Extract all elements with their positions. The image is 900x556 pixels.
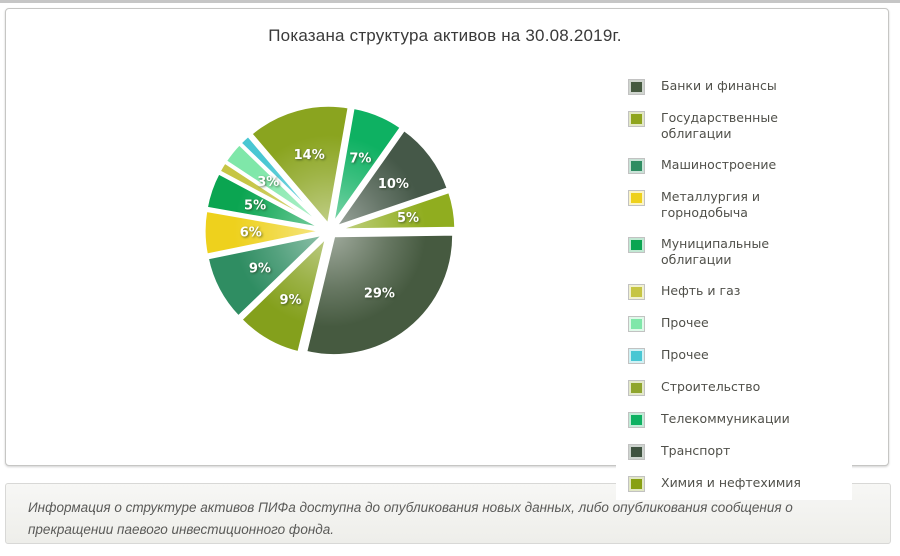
legend-item[interactable]: Строительство	[628, 379, 852, 396]
legend-item-label: Машиностроение	[661, 157, 777, 172]
chart-legend: Банки и финансы Государственные облигации…	[616, 66, 852, 500]
legend-item[interactable]: Нефть и газ	[628, 283, 852, 300]
legend-color-swatch-icon	[628, 412, 645, 428]
legend-item-label: Муниципальные облигации	[661, 236, 770, 267]
legend-item[interactable]: Прочее	[628, 315, 852, 332]
legend-color-swatch-icon	[628, 444, 645, 460]
top-divider	[0, 0, 900, 3]
pie-slice-label: 9%	[249, 261, 271, 276]
legend-color-swatch-icon	[628, 237, 645, 253]
legend-item-label: Прочее	[661, 315, 709, 330]
legend-item[interactable]: Прочее	[628, 347, 852, 364]
legend-item[interactable]: Телекоммуникации	[628, 411, 852, 428]
chart-title: Показана структура активов на 30.08.2019…	[268, 26, 622, 45]
legend-item-label: Химия и нефтехимия	[661, 475, 801, 490]
legend-color-swatch-icon	[628, 79, 645, 95]
legend-item[interactable]: Транспорт	[628, 443, 852, 460]
legend-item-label: Банки и финансы	[661, 78, 777, 93]
pie-slice-label: 10%	[378, 177, 409, 192]
disclaimer-bar: Информация о структуре активов ПИФа дост…	[5, 483, 891, 544]
pie-slice-label: 7%	[349, 151, 371, 166]
legend-item[interactable]: Государственные облигации	[628, 110, 852, 142]
legend-item[interactable]: Банки и финансы	[628, 78, 852, 95]
legend-color-swatch-icon	[628, 476, 645, 492]
legend-item-label: Нефть и газ	[661, 283, 741, 298]
legend-item-label: Государственные облигации	[661, 110, 778, 141]
legend-item[interactable]: Муниципальные облигации	[628, 236, 852, 268]
pie-slice-label: 6%	[240, 226, 262, 241]
pie-chart[interactable]: 7% 10% 5% 29% 9% 9% 6% 5% 3% 14%	[158, 59, 502, 403]
pie-slice-label: 5%	[397, 211, 419, 226]
legend-item-label: Металлургия и горнодобыча	[661, 189, 761, 220]
pie-slice-label: 5%	[244, 199, 266, 214]
legend-color-swatch-icon	[628, 111, 645, 127]
pie-slice-label: 3%	[257, 175, 279, 190]
disclaimer-text: Информация о структуре активов ПИФа дост…	[28, 500, 793, 537]
legend-color-swatch-icon	[628, 158, 645, 174]
legend-color-swatch-icon	[628, 316, 645, 332]
legend-item[interactable]: Машиностроение	[628, 157, 852, 174]
legend-item-label: Прочее	[661, 347, 709, 362]
legend-color-swatch-icon	[628, 284, 645, 300]
legend-item-label: Строительство	[661, 379, 761, 394]
legend-item-label: Транспорт	[661, 443, 731, 458]
legend-color-swatch-icon	[628, 348, 645, 364]
legend-item[interactable]: Химия и нефтехимия	[628, 475, 852, 492]
pie-slice-label: 9%	[280, 293, 302, 308]
legend-color-swatch-icon	[628, 190, 645, 206]
legend-item-label: Телекоммуникации	[661, 411, 790, 426]
pie-slice-label: 14%	[294, 148, 325, 163]
legend-item[interactable]: Металлургия и горнодобыча	[628, 189, 852, 221]
pie-slice-label: 29%	[364, 286, 395, 301]
legend-color-swatch-icon	[628, 380, 645, 396]
